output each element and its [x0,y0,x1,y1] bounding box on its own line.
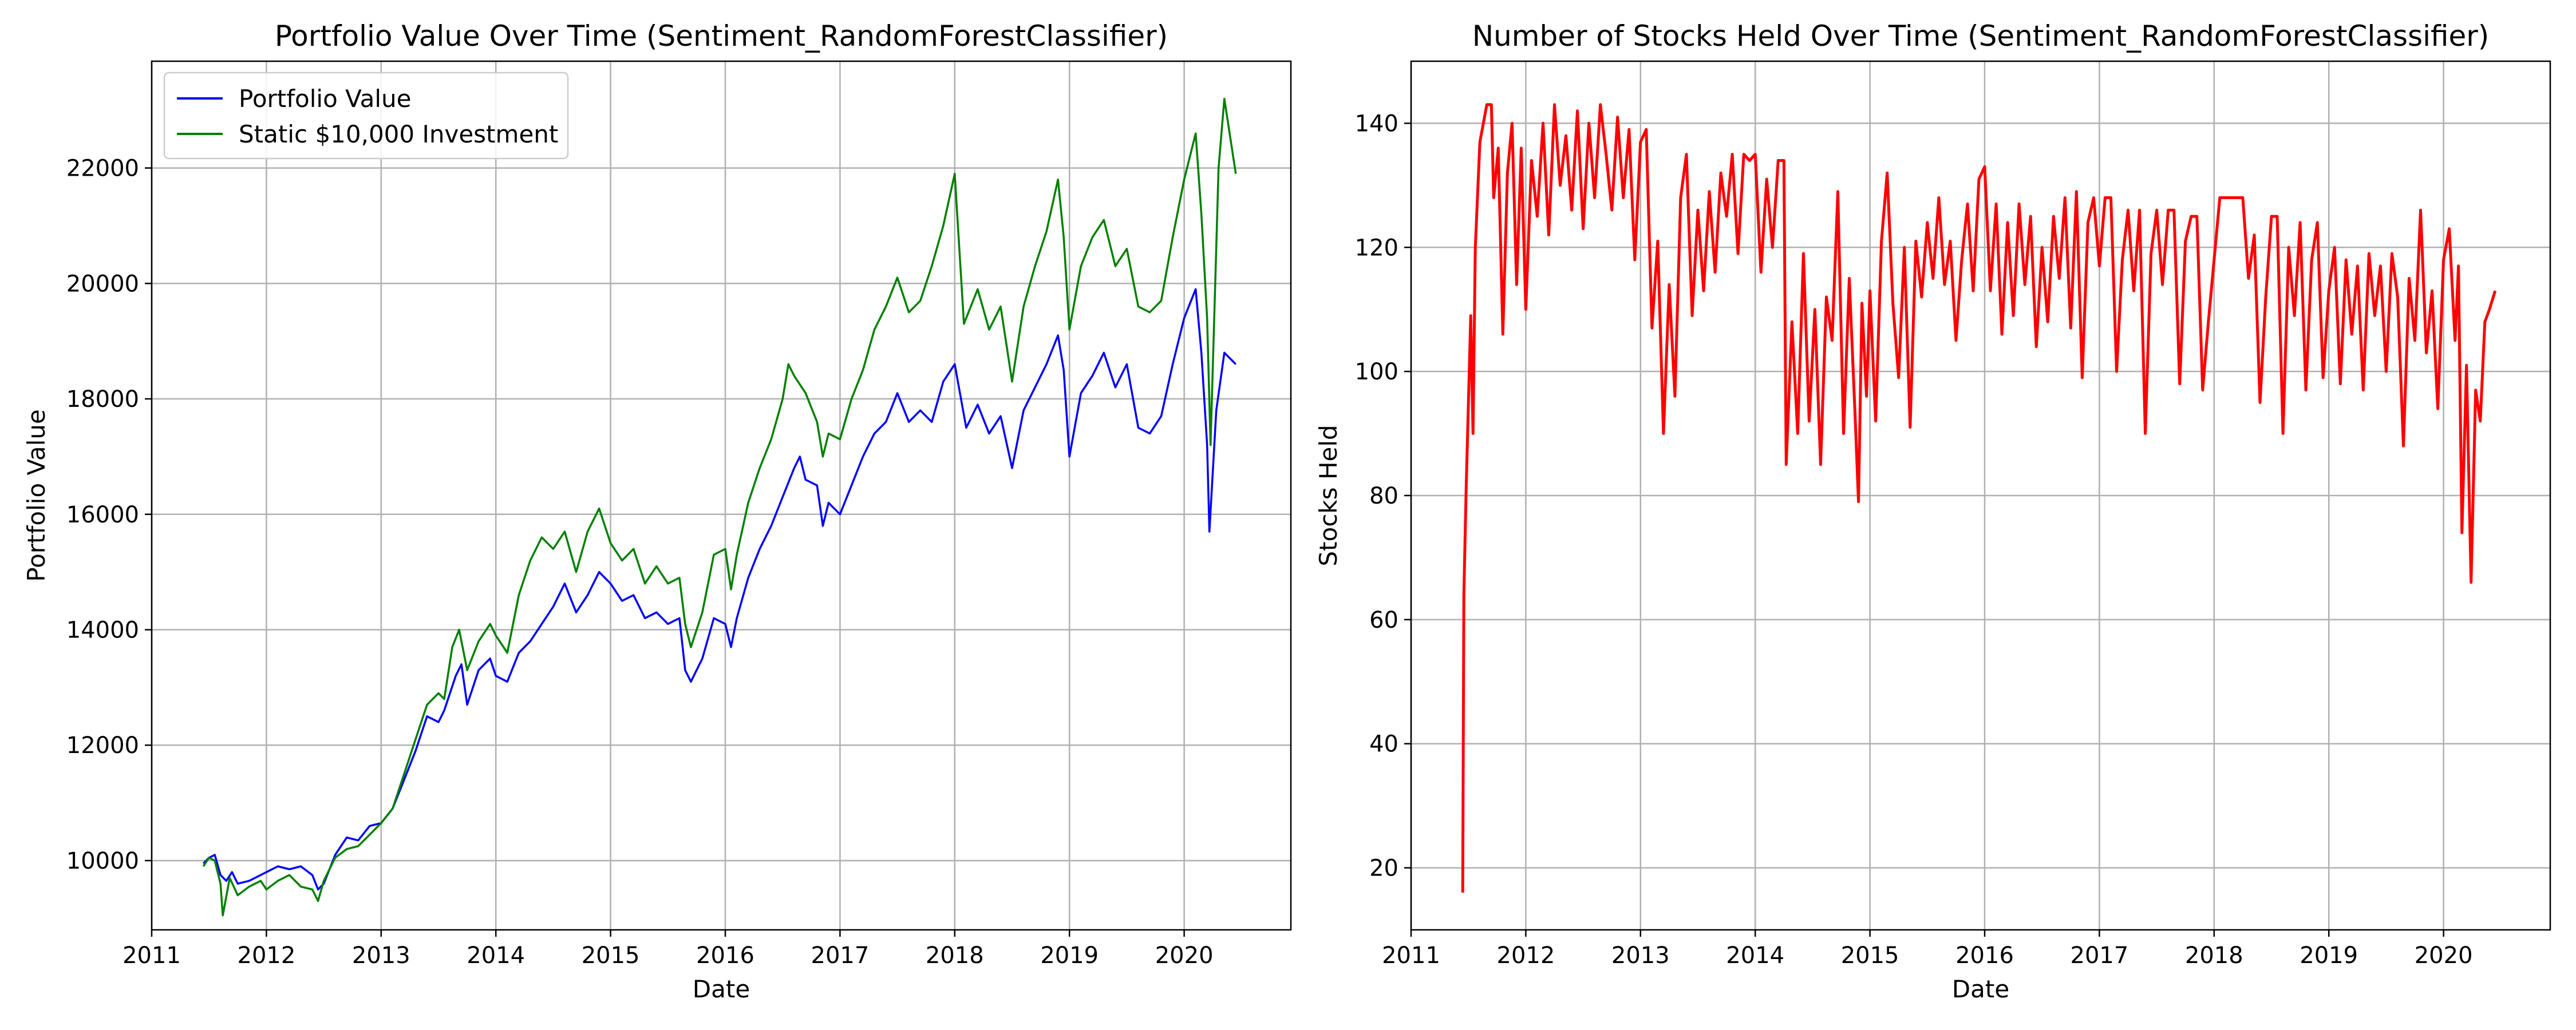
x-tick-label: 2016 [696,942,754,969]
x-tick-label: 2018 [2185,942,2243,969]
x-tick-label: 2019 [2300,942,2358,969]
x-axis-label: Date [693,975,750,1003]
y-tick-label: 40 [1369,731,1398,758]
y-tick-label: 12000 [66,732,139,759]
x-tick-label: 2011 [123,942,181,969]
x-tick-label: 2013 [1611,942,1670,969]
series-line-portfolio-value [202,288,1237,891]
x-tick-label: 2011 [1382,942,1440,969]
x-tick-label: 2012 [1497,942,1555,969]
y-tick-label: 16000 [66,502,139,528]
plot-frame [151,60,1292,931]
x-tick-label: 2020 [1155,942,1214,969]
x-tick-label: 2017 [811,942,870,969]
y-tick-label: 20000 [66,271,139,297]
legend-box [163,72,569,160]
chart-title: Number of Stocks Held Over Time (Sentime… [1472,19,2490,53]
x-tick-label: 2013 [352,942,410,969]
y-axis-label: Portfolio Value [22,409,50,581]
y-tick-label: 14000 [66,617,139,644]
legend-entry: Static $10,000 Investment [239,120,558,148]
x-tick-label: 2012 [238,942,296,969]
y-tick-label: 22000 [66,156,139,182]
x-tick-label: 2020 [2415,942,2473,969]
legend-entry: Portfolio Value [239,85,411,113]
portfolio-value-chart: 2011 2012 2013 2014 2015 2016 2017 2018 2019 2020… [22,19,1292,1003]
series-line-stocks-held [1461,103,2497,893]
series-line-static-10-000-investment [202,97,1237,917]
stocks-held-chart: 2011 2012 2013 2014 2015 2016 2017 2018 2019 2020… [1314,19,2551,1003]
y-tick-label: 20 [1369,855,1398,882]
x-tick-label: 2014 [1726,942,1784,969]
y-tick-label: 80 [1369,483,1398,509]
x-tick-label: 2018 [926,942,984,969]
x-tick-label: 2015 [582,942,640,969]
y-axis-label: Stocks Held [1314,425,1342,566]
x-tick-label: 2014 [467,942,525,969]
y-tick-label: 140 [1355,110,1398,137]
x-tick-label: 2017 [2071,942,2129,969]
chart-title: Portfolio Value Over Time (Sentiment_Ran… [275,19,1168,53]
y-tick-label: 18000 [66,386,139,413]
y-tick-label: 10000 [66,848,139,874]
x-tick-label: 2019 [1040,942,1099,969]
y-tick-label: 120 [1355,235,1398,261]
x-axis-label: Date [1952,975,2009,1003]
x-tick-label: 2016 [1955,942,2014,969]
y-tick-label: 60 [1369,607,1398,633]
legend: Portfolio Value Static $10,000 Investment [163,72,569,160]
x-tick-label: 2015 [1841,942,1899,969]
y-tick-label: 100 [1355,359,1398,385]
